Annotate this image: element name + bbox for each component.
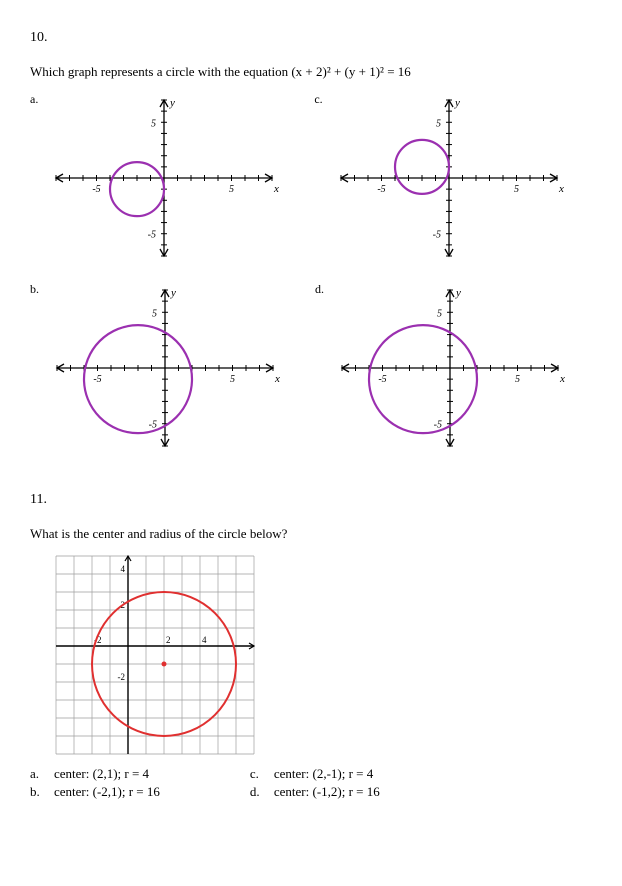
- svg-text:5: 5: [152, 308, 157, 319]
- q11-answer-c-letter: c.: [250, 766, 264, 782]
- q10-graph-a: -5 5 -5 5 x y: [44, 88, 284, 268]
- q11-answer-b-text: center: (-2,1); r = 16: [54, 784, 160, 800]
- svg-text:x: x: [274, 373, 280, 385]
- svg-text:5: 5: [230, 374, 235, 385]
- svg-text:-5: -5: [148, 230, 156, 241]
- q11-answer-d: d. center: (-1,2); r = 16: [250, 784, 380, 800]
- q10-row1: a. -5 5 -5 5 x y c. -5 5 -5 5 x y: [30, 88, 592, 268]
- q10-option-a-label: a.: [30, 92, 38, 107]
- svg-text:-5: -5: [378, 374, 386, 385]
- q10-option-b: b. -55-55xy: [30, 278, 285, 458]
- q11-answer-d-text: center: (-1,2); r = 16: [274, 784, 380, 800]
- q11-answer-b-letter: b.: [30, 784, 44, 800]
- svg-text:5: 5: [437, 308, 442, 319]
- q10-number: 10.: [30, 30, 592, 46]
- q10-option-d: d. -55-55xy: [315, 278, 570, 458]
- svg-text:5: 5: [436, 118, 441, 129]
- q11-number: 11.: [30, 492, 592, 508]
- q10-text: Which graph represents a circle with the…: [30, 64, 592, 80]
- svg-text:y: y: [170, 287, 176, 299]
- q11-answers-col1: a. center: (2,1); r = 4 b. center: (-2,1…: [30, 766, 160, 800]
- q11-graph-wrap: -224-224: [50, 550, 592, 760]
- q10-option-c-label: c.: [314, 92, 322, 107]
- q10-graph-b: -55-55xy: [45, 278, 285, 458]
- q11-answer-c-text: center: (2,-1); r = 4: [274, 766, 373, 782]
- svg-text:-5: -5: [377, 184, 385, 195]
- svg-text:y: y: [169, 97, 175, 109]
- svg-text:y: y: [454, 97, 460, 109]
- q11-answer-a-text: center: (2,1); r = 4: [54, 766, 149, 782]
- q11-answers-col2: c. center: (2,-1); r = 4 d. center: (-1,…: [250, 766, 380, 800]
- svg-text:-2: -2: [118, 672, 126, 682]
- q10-row2: b. -55-55xy d. -55-55xy: [30, 278, 592, 458]
- svg-text:y: y: [455, 287, 461, 299]
- svg-text:4: 4: [202, 635, 207, 645]
- svg-text:2: 2: [166, 635, 171, 645]
- q11-answer-a-letter: a.: [30, 766, 44, 782]
- svg-text:4: 4: [121, 564, 126, 574]
- svg-text:x: x: [558, 183, 564, 195]
- svg-text:5: 5: [151, 118, 156, 129]
- q11-answers: a. center: (2,1); r = 4 b. center: (-2,1…: [30, 766, 592, 800]
- q11-answer-a: a. center: (2,1); r = 4: [30, 766, 160, 782]
- q11-answer-c: c. center: (2,-1); r = 4: [250, 766, 380, 782]
- q10-option-a: a. -5 5 -5 5 x y: [30, 88, 284, 268]
- svg-text:-5: -5: [93, 374, 101, 385]
- q10-option-d-label: d.: [315, 282, 324, 297]
- svg-text:x: x: [559, 373, 565, 385]
- svg-text:5: 5: [514, 184, 519, 195]
- q10-graph-c: -5 5 -5 5 x y: [329, 88, 569, 268]
- q10-graph-d: -55-55xy: [330, 278, 570, 458]
- q10-option-b-label: b.: [30, 282, 39, 297]
- q11-graph: -224-224: [50, 550, 260, 760]
- q11-answer-d-letter: d.: [250, 784, 264, 800]
- svg-text:5: 5: [229, 184, 234, 195]
- q11-text: What is the center and radius of the cir…: [30, 526, 592, 542]
- svg-text:-5: -5: [432, 230, 440, 241]
- q11-answer-b: b. center: (-2,1); r = 16: [30, 784, 160, 800]
- svg-text:5: 5: [515, 374, 520, 385]
- q10-option-c: c. -5 5 -5 5 x y: [314, 88, 568, 268]
- svg-text:-5: -5: [93, 184, 101, 195]
- svg-text:x: x: [273, 183, 279, 195]
